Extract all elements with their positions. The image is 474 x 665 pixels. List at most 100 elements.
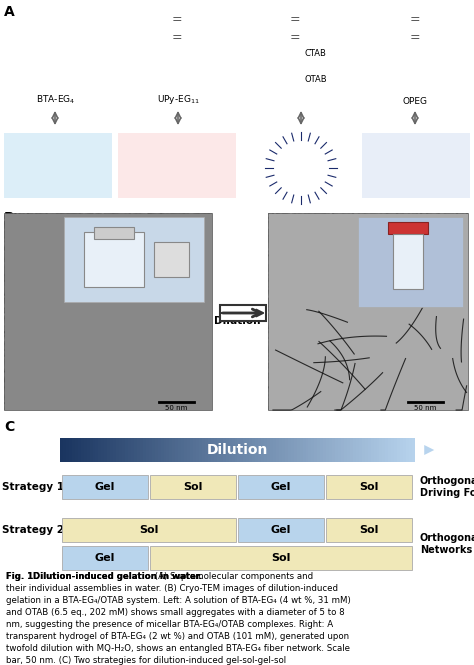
Bar: [320, 438, 324, 462]
Bar: [173, 438, 176, 462]
Bar: [193, 438, 197, 462]
Bar: [125, 438, 128, 462]
Bar: [276, 438, 279, 462]
Bar: [60, 438, 64, 462]
Bar: [220, 305, 266, 321]
Bar: [248, 0, 354, 205]
Bar: [101, 438, 105, 462]
Bar: [359, 438, 362, 462]
Text: CTAB: CTAB: [305, 49, 327, 59]
Bar: [232, 438, 235, 462]
Bar: [81, 438, 84, 462]
Text: and OTAB (6.5 eq., 202 mM) shows small aggregates with a diameter of 5 to 8: and OTAB (6.5 eq., 202 mM) shows small a…: [6, 608, 345, 617]
Bar: [170, 438, 173, 462]
Text: A: A: [4, 5, 15, 19]
Bar: [380, 438, 383, 462]
Bar: [78, 438, 81, 462]
Bar: [84, 438, 87, 462]
Bar: [403, 438, 407, 462]
Bar: [205, 438, 209, 462]
Bar: [255, 438, 259, 462]
Circle shape: [295, 72, 303, 80]
Bar: [146, 438, 149, 462]
Bar: [196, 438, 200, 462]
Circle shape: [282, 149, 320, 187]
Bar: [329, 438, 333, 462]
Circle shape: [297, 164, 305, 172]
Circle shape: [292, 159, 310, 177]
Bar: [300, 438, 303, 462]
Circle shape: [277, 144, 325, 192]
Bar: [409, 438, 412, 462]
Circle shape: [155, 5, 169, 19]
Bar: [335, 438, 338, 462]
Circle shape: [295, 47, 303, 55]
Bar: [362, 438, 365, 462]
Bar: [122, 140, 232, 148]
Text: =: =: [290, 31, 301, 45]
Bar: [353, 438, 356, 462]
Text: Strategy 2: Strategy 2: [2, 525, 64, 535]
Bar: [291, 438, 294, 462]
Bar: [104, 438, 108, 462]
Bar: [161, 438, 164, 462]
Text: =: =: [172, 31, 182, 45]
Text: Dilution-induced gelation in water.: Dilution-induced gelation in water.: [30, 572, 202, 581]
Bar: [309, 438, 312, 462]
Bar: [181, 438, 185, 462]
Bar: [252, 438, 256, 462]
Bar: [131, 438, 135, 462]
Text: Orthogonal
Networks: Orthogonal Networks: [420, 533, 474, 555]
Bar: [412, 438, 416, 462]
Bar: [311, 438, 315, 462]
Bar: [238, 475, 324, 499]
Text: =: =: [172, 13, 182, 27]
Text: Dilution: Dilution: [214, 316, 260, 326]
Bar: [107, 438, 111, 462]
Bar: [178, 438, 182, 462]
Text: Fig. 1.: Fig. 1.: [6, 572, 36, 581]
Bar: [226, 438, 229, 462]
Bar: [113, 438, 117, 462]
Bar: [211, 438, 214, 462]
Bar: [4, 213, 212, 410]
Bar: [90, 438, 93, 462]
Text: Gel: Gel: [95, 482, 115, 492]
Text: BTA-EG$_4$: BTA-EG$_4$: [36, 94, 76, 106]
Bar: [388, 222, 428, 234]
Text: Sol: Sol: [359, 525, 379, 535]
Circle shape: [286, 153, 316, 183]
Text: Fig. 1.: Fig. 1.: [6, 572, 36, 581]
Bar: [268, 213, 468, 410]
Circle shape: [298, 165, 304, 171]
Bar: [285, 438, 288, 462]
Bar: [75, 438, 78, 462]
Bar: [116, 438, 119, 462]
Circle shape: [300, 166, 302, 170]
Bar: [246, 438, 250, 462]
Bar: [258, 438, 262, 462]
Bar: [332, 438, 336, 462]
Bar: [264, 438, 268, 462]
Bar: [63, 438, 66, 462]
Bar: [164, 438, 167, 462]
Circle shape: [276, 143, 326, 193]
Bar: [385, 438, 389, 462]
Bar: [122, 438, 126, 462]
Bar: [110, 438, 114, 462]
Bar: [223, 438, 226, 462]
Bar: [376, 438, 380, 462]
Text: (A) Supramolecular components and: (A) Supramolecular components and: [152, 572, 313, 581]
Text: Strategy 1: Strategy 1: [2, 482, 64, 492]
Circle shape: [280, 148, 322, 189]
Bar: [150, 475, 236, 499]
Bar: [279, 438, 283, 462]
Bar: [122, 144, 232, 150]
Text: Fig. 1. Dilution-induced gelation in water. (A) Supramolecular components and: Fig. 1. Dilution-induced gelation in wat…: [6, 572, 344, 581]
Circle shape: [291, 158, 311, 178]
Bar: [273, 438, 276, 462]
Text: Dilution: Dilution: [206, 443, 268, 457]
Bar: [360, 0, 474, 205]
Bar: [158, 438, 161, 462]
Text: Gel: Gel: [271, 482, 291, 492]
